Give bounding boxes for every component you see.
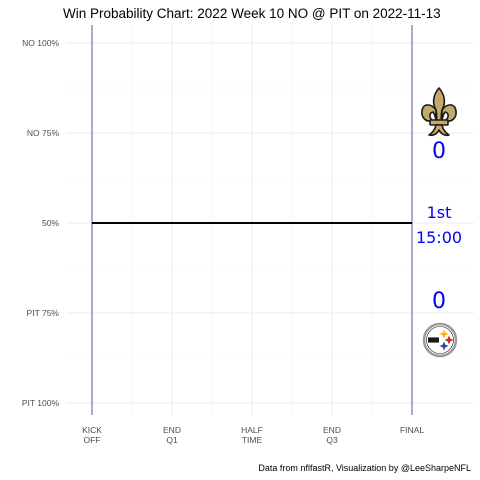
chart-title: Win Probability Chart: 2022 Week 10 NO @… <box>63 6 441 21</box>
x-tick-label-line2: Q3 <box>326 435 338 445</box>
x-tick-label-line2: Q1 <box>166 435 178 445</box>
y-tick-label: PIT 100% <box>22 398 60 408</box>
saints-fleur-de-lis-logo <box>421 87 457 137</box>
x-tick-label-line2: OFF <box>84 435 101 445</box>
game-quarter: 1st <box>427 203 452 222</box>
chart-caption: Data from nflfastR, Visualization by @Le… <box>258 463 471 473</box>
y-tick-label: 50% <box>42 218 59 228</box>
y-axis: NO 100% NO 75% 50% PIT 75% PIT 100% <box>22 38 60 408</box>
x-tick-label: FINAL <box>400 425 424 435</box>
game-clock: 15:00 <box>416 228 462 247</box>
x-tick-label: KICK <box>82 425 102 435</box>
x-tick-label-line2: TIME <box>242 435 263 445</box>
home-score: 0 <box>432 289 446 314</box>
y-tick-label: PIT 75% <box>27 308 60 318</box>
away-score: 0 <box>432 139 446 164</box>
y-tick-label: NO 100% <box>22 38 59 48</box>
x-tick-label: END <box>323 425 341 435</box>
steelers-logo <box>422 322 458 358</box>
x-tick-label: HALF <box>241 425 263 435</box>
period-lines <box>91 25 413 415</box>
x-tick-label: END <box>163 425 181 435</box>
y-tick-label: NO 75% <box>27 128 60 138</box>
